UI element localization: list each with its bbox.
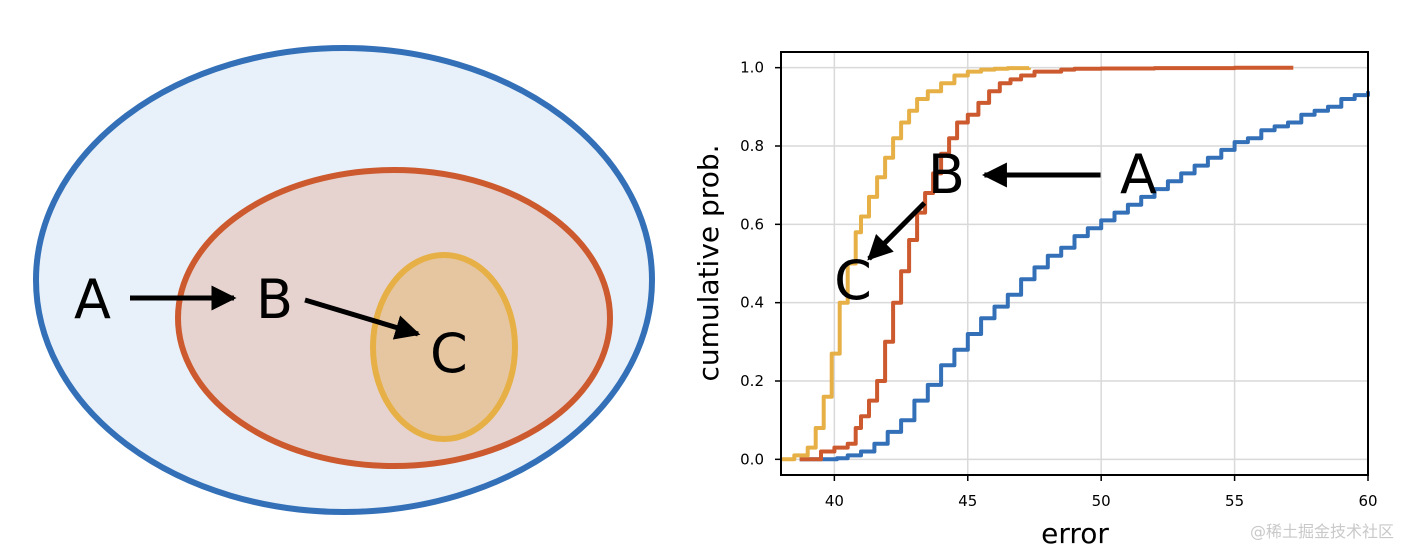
x-axis-ticks: 40 45 50 55 60 bbox=[825, 475, 1378, 510]
chart-annotations: A BC bbox=[834, 143, 1157, 312]
x-tick-label: 55 bbox=[1225, 492, 1244, 510]
y-axis-ticks: 0.0 0.2 0.4 0.6 0.8 1.0 bbox=[740, 59, 781, 468]
watermark: @稀土掘金技术社区 bbox=[1249, 522, 1394, 541]
chart-annotation-b: B bbox=[928, 143, 965, 206]
cdf-chart: 40 45 50 55 60 0.0 0.2 0.4 0.6 0.8 1.0 error cumu… bbox=[692, 51, 1378, 550]
diagram-label-b: B bbox=[256, 268, 293, 331]
y-tick-label: 0.8 bbox=[740, 137, 764, 155]
y-tick-label: 0.6 bbox=[740, 215, 764, 233]
y-tick-label: 1.0 bbox=[740, 59, 764, 77]
chart-annotation-a: A bbox=[1120, 143, 1157, 206]
x-tick-label: 40 bbox=[825, 492, 844, 510]
y-tick-label: 0.0 bbox=[740, 450, 764, 468]
x-tick-label: 60 bbox=[1358, 492, 1377, 510]
nested-sets-diagram: A B C bbox=[33, 45, 655, 515]
y-axis-label: cumulative prob. bbox=[692, 144, 725, 381]
x-axis-label: error bbox=[1041, 517, 1109, 550]
cdf-series-line-2 bbox=[799, 65, 1294, 462]
chart-annotation-c: C bbox=[834, 249, 872, 312]
diagram-label-a: A bbox=[74, 268, 111, 331]
x-tick-label: 45 bbox=[958, 492, 977, 510]
chart-series bbox=[781, 65, 1370, 462]
chart-arrow-b-to-c bbox=[867, 201, 927, 261]
y-tick-label: 0.2 bbox=[740, 372, 764, 390]
plot-frame bbox=[780, 51, 1369, 476]
x-tick-label: 50 bbox=[1092, 492, 1111, 510]
y-tick-label: 0.4 bbox=[740, 294, 764, 312]
diagram-arrow-b-to-c bbox=[304, 297, 421, 340]
inner-ellipse-c bbox=[370, 252, 518, 442]
cdf-series-line-3 bbox=[781, 66, 1032, 462]
cdf-series-line-1 bbox=[799, 91, 1370, 462]
diagram-label-c: C bbox=[430, 322, 468, 385]
